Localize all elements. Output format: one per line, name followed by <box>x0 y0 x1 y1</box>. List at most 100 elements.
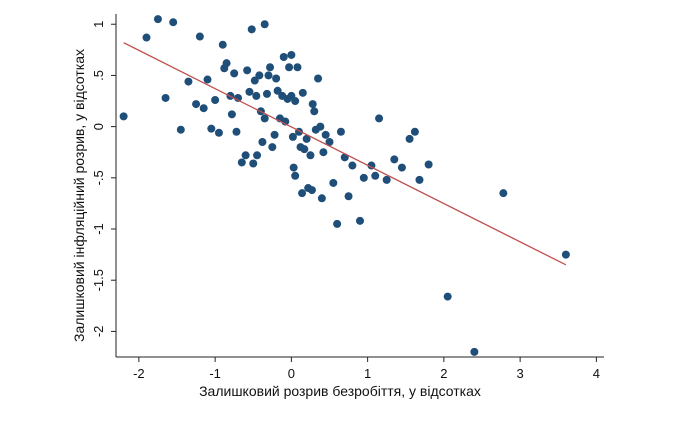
data-point <box>234 93 242 102</box>
data-point <box>258 137 267 146</box>
data-point <box>561 250 570 259</box>
data-point <box>317 194 326 203</box>
data-point <box>375 114 384 123</box>
data-point <box>241 151 250 160</box>
y-tick-label: -.5 <box>91 170 106 185</box>
data-point <box>382 175 391 184</box>
data-point <box>255 71 264 80</box>
data-point <box>300 145 309 154</box>
data-point <box>302 134 311 143</box>
data-point <box>285 63 294 72</box>
data-point <box>298 189 307 198</box>
data-point <box>249 159 258 168</box>
data-point <box>262 89 271 98</box>
data-point <box>499 189 508 198</box>
data-point <box>344 192 353 201</box>
data-point <box>161 93 170 102</box>
x-tick-label: 0 <box>288 366 295 381</box>
data-point <box>359 173 368 182</box>
data-point <box>264 71 273 80</box>
data-point <box>270 130 279 139</box>
data-point <box>333 219 342 228</box>
data-point <box>211 96 220 105</box>
data-point <box>287 50 296 59</box>
y-tick-label: 1 <box>91 21 106 28</box>
data-point <box>310 107 319 116</box>
data-point <box>293 63 302 72</box>
y-tick-label: 0 <box>91 123 106 130</box>
data-points <box>119 15 570 356</box>
data-point <box>390 155 399 164</box>
data-point <box>415 175 424 184</box>
data-point <box>314 74 323 83</box>
data-point <box>307 186 316 195</box>
x-tick-label: -2 <box>133 366 145 381</box>
data-point <box>222 59 231 68</box>
data-point <box>237 158 246 167</box>
data-point <box>232 127 241 136</box>
data-point <box>308 100 317 109</box>
data-point <box>279 53 288 62</box>
x-tick-label: 4 <box>593 366 600 381</box>
data-point <box>214 128 223 137</box>
data-point <box>176 125 185 134</box>
x-axis-title: Залишковий розрив безробіття, у відсотка… <box>199 383 481 399</box>
y-tick-label: .5 <box>91 70 106 81</box>
data-point <box>192 100 201 109</box>
data-point <box>424 160 433 169</box>
data-point <box>298 88 307 97</box>
y-tick-label: -1.5 <box>91 269 106 291</box>
data-point <box>260 114 269 123</box>
data-point <box>321 130 330 139</box>
data-point <box>243 66 252 75</box>
y-tick-label: -2 <box>91 326 106 338</box>
data-point <box>169 18 178 27</box>
data-point <box>203 75 212 84</box>
y-axis-title: Залишковий інфляційний розрив, у відсотк… <box>71 49 87 342</box>
data-point <box>207 124 216 133</box>
data-point <box>371 171 380 180</box>
x-tick-label: 1 <box>364 366 371 381</box>
data-point <box>356 216 364 225</box>
data-point <box>397 163 406 172</box>
data-point <box>273 86 282 95</box>
data-point <box>153 15 162 24</box>
data-point <box>410 127 419 136</box>
data-point <box>247 25 256 34</box>
data-point <box>184 77 193 86</box>
data-point <box>329 178 338 187</box>
data-point <box>336 127 345 136</box>
x-tick-label: -1 <box>209 366 221 381</box>
axis-ticks: -2 -1 0 1 2 3 4 1 .5 0 -.5 -1 -1.5 -2 <box>91 21 600 381</box>
data-point <box>268 143 277 152</box>
data-point <box>142 33 151 42</box>
data-point <box>405 134 414 143</box>
data-point <box>218 40 227 49</box>
data-point <box>119 112 128 121</box>
y-tick-label: -1 <box>91 223 106 235</box>
fitted-regression-line <box>123 42 567 266</box>
data-point <box>306 151 315 160</box>
data-point <box>260 20 269 29</box>
data-point <box>291 97 300 106</box>
data-point <box>252 91 261 100</box>
x-tick-label: 2 <box>440 366 447 381</box>
data-point <box>266 63 275 72</box>
data-point <box>319 148 328 157</box>
data-point <box>289 163 298 172</box>
data-point <box>230 69 239 78</box>
data-point <box>272 74 281 83</box>
data-point <box>470 347 479 356</box>
data-point <box>253 151 262 160</box>
data-point <box>325 137 334 146</box>
data-point <box>195 32 204 41</box>
data-point <box>250 76 259 85</box>
data-point <box>316 122 325 131</box>
x-tick-label: 3 <box>517 366 524 381</box>
data-point <box>288 132 297 141</box>
data-point <box>348 161 357 170</box>
data-point <box>199 104 208 113</box>
data-point <box>443 292 452 301</box>
